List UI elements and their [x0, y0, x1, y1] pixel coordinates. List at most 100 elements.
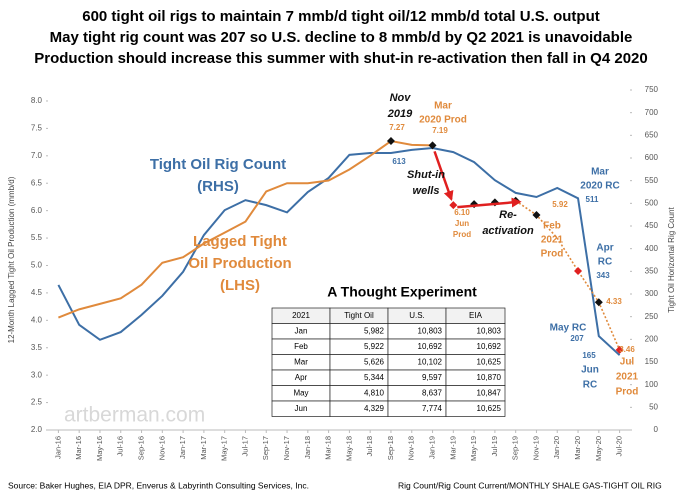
series-line — [58, 139, 433, 319]
x-tick-label: Sep-17 — [261, 436, 270, 460]
y-tick-label: 5.0 — [31, 261, 43, 270]
x-tick-label: Jul-18 — [365, 436, 374, 456]
shut-in-arrow — [433, 150, 454, 202]
table-cell-text: 9,597 — [422, 373, 443, 382]
x-tick-label: Jan-17 — [178, 436, 187, 459]
x-tick-label: Jan-20 — [552, 436, 561, 459]
annotation: 2019 — [387, 108, 413, 120]
table-cell-text: 10,692 — [418, 342, 443, 351]
annotation: (RHS) — [197, 178, 239, 195]
annotation: Oil Production — [188, 255, 291, 272]
x-tick-label: Jan-18 — [303, 436, 312, 459]
y2-tick-label: 500 — [645, 198, 659, 207]
y2-tick-label: 450 — [645, 221, 659, 230]
x-tick-label: Jul-16 — [116, 436, 125, 456]
diamond-marker — [449, 201, 458, 210]
x-tick-label: Nov-18 — [407, 436, 416, 460]
table-cell-text: 5,626 — [364, 357, 385, 366]
x-tick-label: May-16 — [95, 436, 104, 461]
x-tick-label: Nov-16 — [157, 436, 166, 460]
annotation: 207 — [570, 334, 584, 343]
annotation: (LHS) — [220, 277, 260, 294]
y2-tick-label: 50 — [649, 402, 658, 411]
x-tick-label: Mar-18 — [324, 436, 333, 460]
footnote: Rig Count/Rig Count Current/MONTHLY SHAL… — [398, 480, 662, 490]
table-cell-text: 5,344 — [364, 373, 385, 382]
y2-tick-label: 100 — [645, 380, 659, 389]
x-tick-label: Mar-19 — [448, 436, 457, 460]
y2-tick-label: 150 — [645, 357, 659, 366]
annotation: Tight Oil Rig Count — [150, 156, 286, 173]
y2-tick-label: 550 — [645, 176, 659, 185]
annotation: Prod — [616, 387, 639, 398]
table-title: A Thought Experiment — [327, 284, 477, 300]
y2-tick-label: 750 — [645, 85, 659, 94]
x-tick-label: Nov-17 — [282, 436, 291, 460]
x-tick-label: Mar-17 — [199, 436, 208, 460]
x-tick-label: Jan-16 — [53, 436, 62, 459]
annotation: activation — [482, 225, 534, 237]
y2-tick-label: 250 — [645, 312, 659, 321]
annotation: Mar — [434, 101, 452, 112]
annotation: 343 — [596, 271, 610, 280]
x-tick-label: Jul-17 — [240, 436, 249, 456]
annotation: 3.46 — [619, 345, 635, 354]
y2-tick-label: 600 — [645, 153, 659, 162]
x-tick-label: May-20 — [594, 436, 603, 461]
y2-tick-label: 300 — [645, 289, 659, 298]
annotation: Prod — [541, 249, 564, 260]
annotation: 5.92 — [552, 200, 568, 209]
annotation: Jun — [581, 365, 599, 376]
diamond-marker — [532, 211, 541, 220]
annotation: 7.27 — [389, 123, 405, 132]
x-tick-label: May-19 — [469, 436, 478, 461]
annotation: 7.19 — [432, 126, 448, 135]
y2-axis-label: Tight Oil Horizontal Rig Count — [667, 206, 676, 312]
y-tick-label: 5.5 — [31, 233, 43, 242]
annotation: Jul — [620, 357, 635, 368]
annotation: 2021 — [616, 372, 639, 383]
x-tick-label: Jul-19 — [490, 436, 499, 456]
annotation: Shut-in — [407, 169, 445, 181]
table-cell-text: Jun — [295, 404, 308, 413]
x-tick-label: Jan-19 — [428, 436, 437, 459]
x-tick-label: Sep-19 — [511, 436, 520, 460]
watermark: artberman.com — [64, 404, 205, 427]
chart-title: 600 tight oil rigs to maintain 7 mmb/d t… — [82, 8, 600, 25]
table-cell-text: Mar — [294, 357, 308, 366]
y2-tick-label: 200 — [645, 334, 659, 343]
y-tick-label: 7.0 — [31, 151, 43, 160]
chart-title: May tight rig count was 207 so U.S. decl… — [50, 29, 633, 46]
annotation: RC — [583, 380, 597, 391]
annotation: Mar — [591, 167, 609, 178]
y-tick-label: 7.5 — [31, 123, 43, 132]
table-cell-text: 10,625 — [477, 404, 502, 413]
annotation: Nov — [390, 92, 412, 104]
annotation: Jun — [455, 219, 469, 228]
table-cell-text: 10,803 — [477, 326, 502, 335]
chart-title: Production should increase this summer w… — [34, 50, 647, 67]
y-axis-label: 12-Month Lagged Tight Oil Production (mm… — [7, 176, 16, 343]
annotation: Re- — [499, 209, 517, 221]
table-cell-text: 10,847 — [477, 388, 502, 397]
table-cell-text: Apr — [295, 373, 308, 382]
series-line — [515, 200, 621, 351]
annotation: Apr — [596, 243, 613, 254]
x-tick-label: Mar-20 — [573, 436, 582, 460]
table-cell-text: Feb — [294, 342, 308, 351]
diamond-marker — [428, 141, 437, 150]
annotation: May RC — [550, 323, 587, 334]
y-tick-label: 3.0 — [31, 370, 43, 379]
x-tick-label: Sep-18 — [386, 436, 395, 460]
table-cell-text: Tight Oil — [344, 311, 374, 320]
annotation: 4.33 — [606, 297, 622, 306]
table-cell-text: 10,692 — [477, 342, 502, 351]
diamond-marker — [386, 137, 395, 145]
x-tick-label: May-18 — [344, 436, 353, 461]
x-tick-label: Sep-16 — [137, 436, 146, 460]
y-tick-label: 6.5 — [31, 178, 43, 187]
annotation: Feb — [543, 221, 561, 232]
y-tick-label: 2.5 — [31, 398, 43, 407]
y2-tick-label: 0 — [654, 425, 659, 434]
y2-tick-label: 700 — [645, 108, 659, 117]
